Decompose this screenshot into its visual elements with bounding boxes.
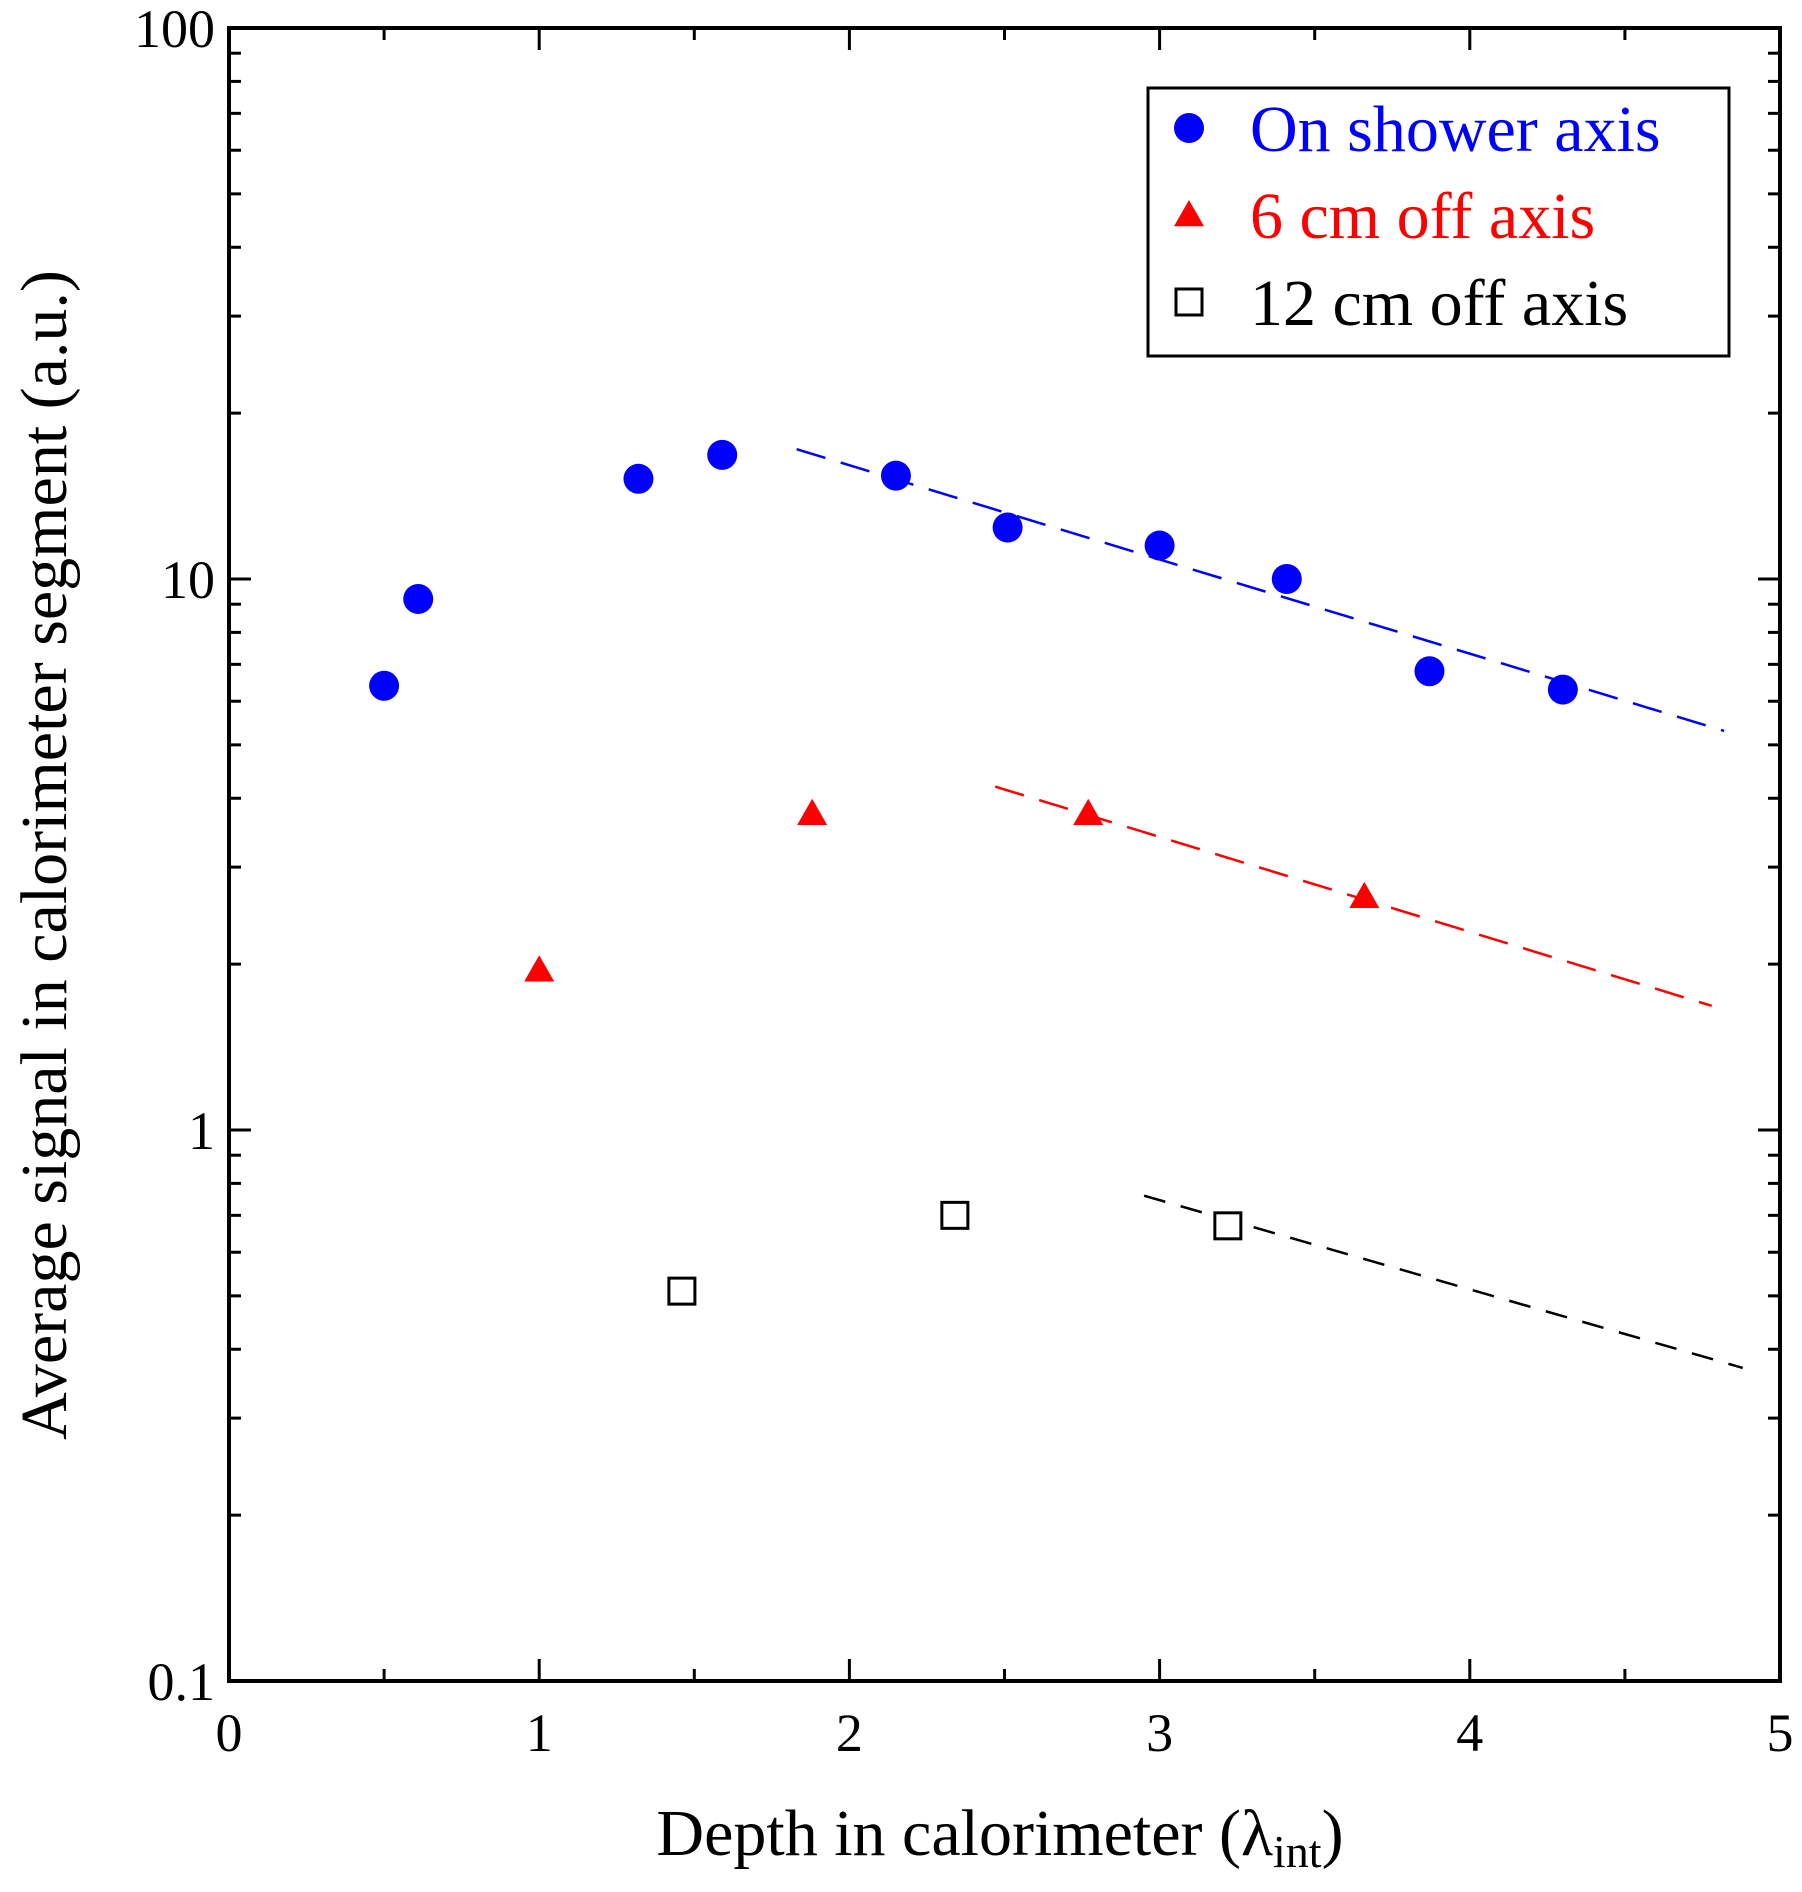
axis-ticks: 0 1 2 3 4 5 0.1 1 10 100	[134, 0, 1794, 1763]
point-series-1	[1271, 564, 1302, 594]
point-series-1	[623, 463, 654, 494]
legend: On shower axis 6 cm off axis 12 cm off axi…	[1146, 86, 1731, 358]
x-tick-label: 0	[216, 1703, 243, 1763]
legend-label-1: On shower axis	[1250, 93, 1661, 166]
point-series-3	[1213, 1211, 1243, 1241]
y-tick-label: 10	[161, 550, 215, 610]
x-axis-label: Depth in calorimeter (λint)	[656, 1797, 1343, 1877]
point-series-3	[667, 1276, 697, 1306]
fit-line-3	[1143, 1194, 1744, 1370]
point-series-1	[1414, 656, 1445, 687]
x-tick-label: 3	[1146, 1703, 1173, 1763]
point-series-1	[992, 512, 1023, 543]
legend-marker-3	[1174, 287, 1204, 317]
y-tick-label: 100	[134, 0, 215, 59]
fit-line-2	[994, 785, 1713, 1008]
y-axis-label: Average signal in calorimeter segment (a…	[8, 270, 81, 1440]
legend-marker-1	[1174, 113, 1204, 143]
point-series-3	[940, 1200, 970, 1230]
point-series-2	[797, 798, 828, 825]
point-series-1	[403, 583, 434, 614]
point-series-1	[1144, 530, 1175, 561]
point-series-1	[1547, 674, 1578, 705]
fit-lines	[796, 448, 1744, 1370]
x-tick-label: 5	[1767, 1703, 1794, 1763]
x-tick-label: 4	[1456, 1703, 1483, 1763]
point-series-1	[880, 460, 911, 491]
legend-box	[1146, 86, 1731, 358]
point-series-1	[707, 439, 738, 470]
fit-line-1	[796, 448, 1725, 733]
data-markers	[369, 439, 1578, 1306]
legend-label-3: 12 cm off axis	[1250, 267, 1628, 340]
x-tick-label: 1	[526, 1703, 553, 1763]
point-series-2	[524, 955, 555, 982]
point-series-2	[1349, 881, 1380, 909]
y-tick-label: 0.1	[148, 1652, 216, 1712]
point-series-1	[369, 670, 400, 701]
legend-label-2: 6 cm off axis	[1250, 180, 1595, 253]
legend-marker-2	[1174, 200, 1204, 227]
x-tick-label: 2	[836, 1703, 863, 1763]
point-series-2	[1073, 798, 1104, 825]
y-tick-label: 1	[188, 1101, 215, 1161]
